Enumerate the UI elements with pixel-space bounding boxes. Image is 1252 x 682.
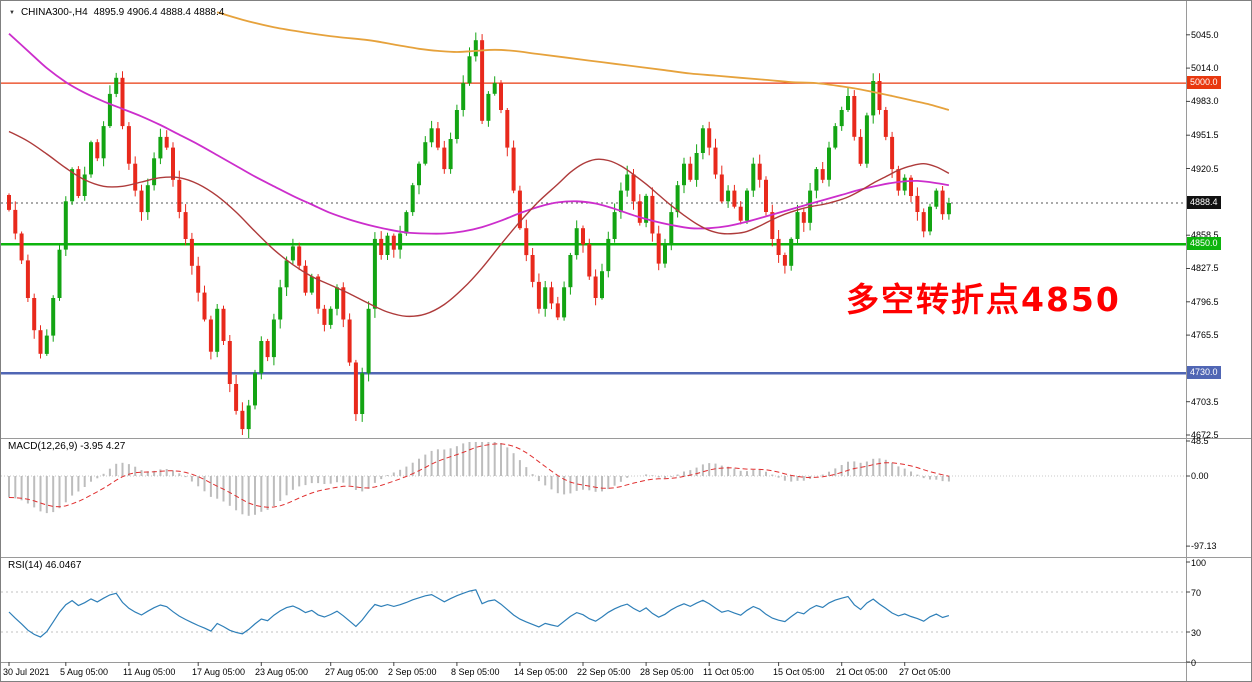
time-axis-label: 21 Oct 05:00 — [836, 667, 888, 677]
macd-axis-label: 0.00 — [1191, 471, 1209, 481]
macd-indicator-label: MACD(12,26,9) -3.95 4.27 — [8, 441, 126, 452]
price-axis-label: 4920.5 — [1191, 164, 1219, 174]
candlesticks — [7, 32, 951, 438]
price-axis-label: 5014.0 — [1191, 63, 1219, 73]
rsi-indicator-label: RSI(14) 46.0467 — [8, 560, 82, 571]
macd-panel[interactable] — [1, 442, 1186, 516]
time-axis-label: 28 Sep 05:00 — [640, 667, 694, 677]
symbol-dropdown-icon[interactable]: ▼ — [9, 9, 15, 16]
time-axis-label: 23 Aug 05:00 — [255, 667, 309, 677]
chart-title: ▼ CHINA300-,H4 4895.9 4906.4 4888.4 4888… — [9, 7, 224, 18]
macd-axis-label: 48.5 — [1191, 436, 1209, 446]
time-axis-label: 2 Sep 05:00 — [388, 667, 437, 677]
price-line-badge-5000.0: 5000.0 — [1187, 76, 1221, 89]
time-axis-label: 27 Oct 05:00 — [899, 667, 951, 677]
price-axis-label: 4703.5 — [1191, 397, 1219, 407]
time-axis[interactable]: 30 Jul 2021 5 Aug 05:00 11 Aug 05:00 17 Aug… — [1, 662, 1251, 681]
rsi-axis-label: 100 — [1191, 558, 1207, 568]
time-axis-label: 27 Aug 05:00 — [325, 667, 379, 677]
rsi-axis-label: 70 — [1191, 588, 1202, 598]
price-axis[interactable]: 5045.0 5014.0 4983.0 4951.5 4920.5 4858.5 4827… — [1186, 1, 1251, 681]
price-axis-label: 4951.5 — [1191, 130, 1219, 140]
price-axis-label: 5045.0 — [1191, 30, 1219, 40]
time-axis-label: 11 Aug 05:00 — [123, 667, 176, 677]
time-axis-label: 5 Aug 05:00 — [60, 667, 109, 677]
ma-medium-magenta — [8, 33, 950, 235]
time-axis-label: 14 Sep 05:00 — [514, 667, 568, 677]
rsi-line — [8, 589, 950, 638]
time-axis-label: 15 Oct 05:00 — [773, 667, 825, 677]
price-axis-label: 4858.5 — [1191, 230, 1219, 240]
price-axis-label: 4796.5 — [1191, 297, 1219, 307]
time-axis-label: 11 Oct 05:00 — [703, 667, 754, 677]
price-line-badge-4730.0: 4730.0 — [1187, 366, 1221, 379]
symbol-timeframe-label: CHINA300-,H4 — [20, 7, 88, 18]
macd-signal-line — [8, 443, 950, 508]
time-axis-label: 22 Sep 05:00 — [577, 667, 631, 677]
axis-ticks — [8, 34, 1190, 666]
price-axis-label: 4765.5 — [1191, 330, 1219, 340]
macd-axis-label: -97.13 — [1191, 541, 1217, 551]
rsi-axis-label: 0 — [1191, 658, 1197, 668]
price-axis-label: 4983.0 — [1191, 96, 1219, 106]
current-price-badge: 4888.4 — [1187, 196, 1221, 209]
rsi-panel[interactable] — [1, 589, 1186, 638]
annotation-text[interactable]: 多空转折点4850 — [846, 280, 1121, 319]
time-axis-label: 8 Sep 05:00 — [451, 667, 500, 677]
ohlc-values: 4895.9 4906.4 4888.4 4888.4 — [93, 7, 225, 18]
price-axis-label: 4672.5 — [1191, 430, 1219, 440]
time-axis-label: 30 Jul 2021 — [3, 667, 50, 677]
rsi-axis-label: 30 — [1191, 628, 1202, 638]
price-line-badge-4850.0: 4850.0 — [1187, 237, 1221, 250]
ma-fast-darkred — [8, 130, 950, 318]
ma-slow-orange — [216, 11, 950, 111]
price-axis-label: 4827.5 — [1191, 263, 1219, 273]
macd-histogram — [8, 442, 950, 516]
time-axis-label: 17 Aug 05:00 — [192, 667, 246, 677]
price-panel[interactable] — [1, 11, 1186, 438]
